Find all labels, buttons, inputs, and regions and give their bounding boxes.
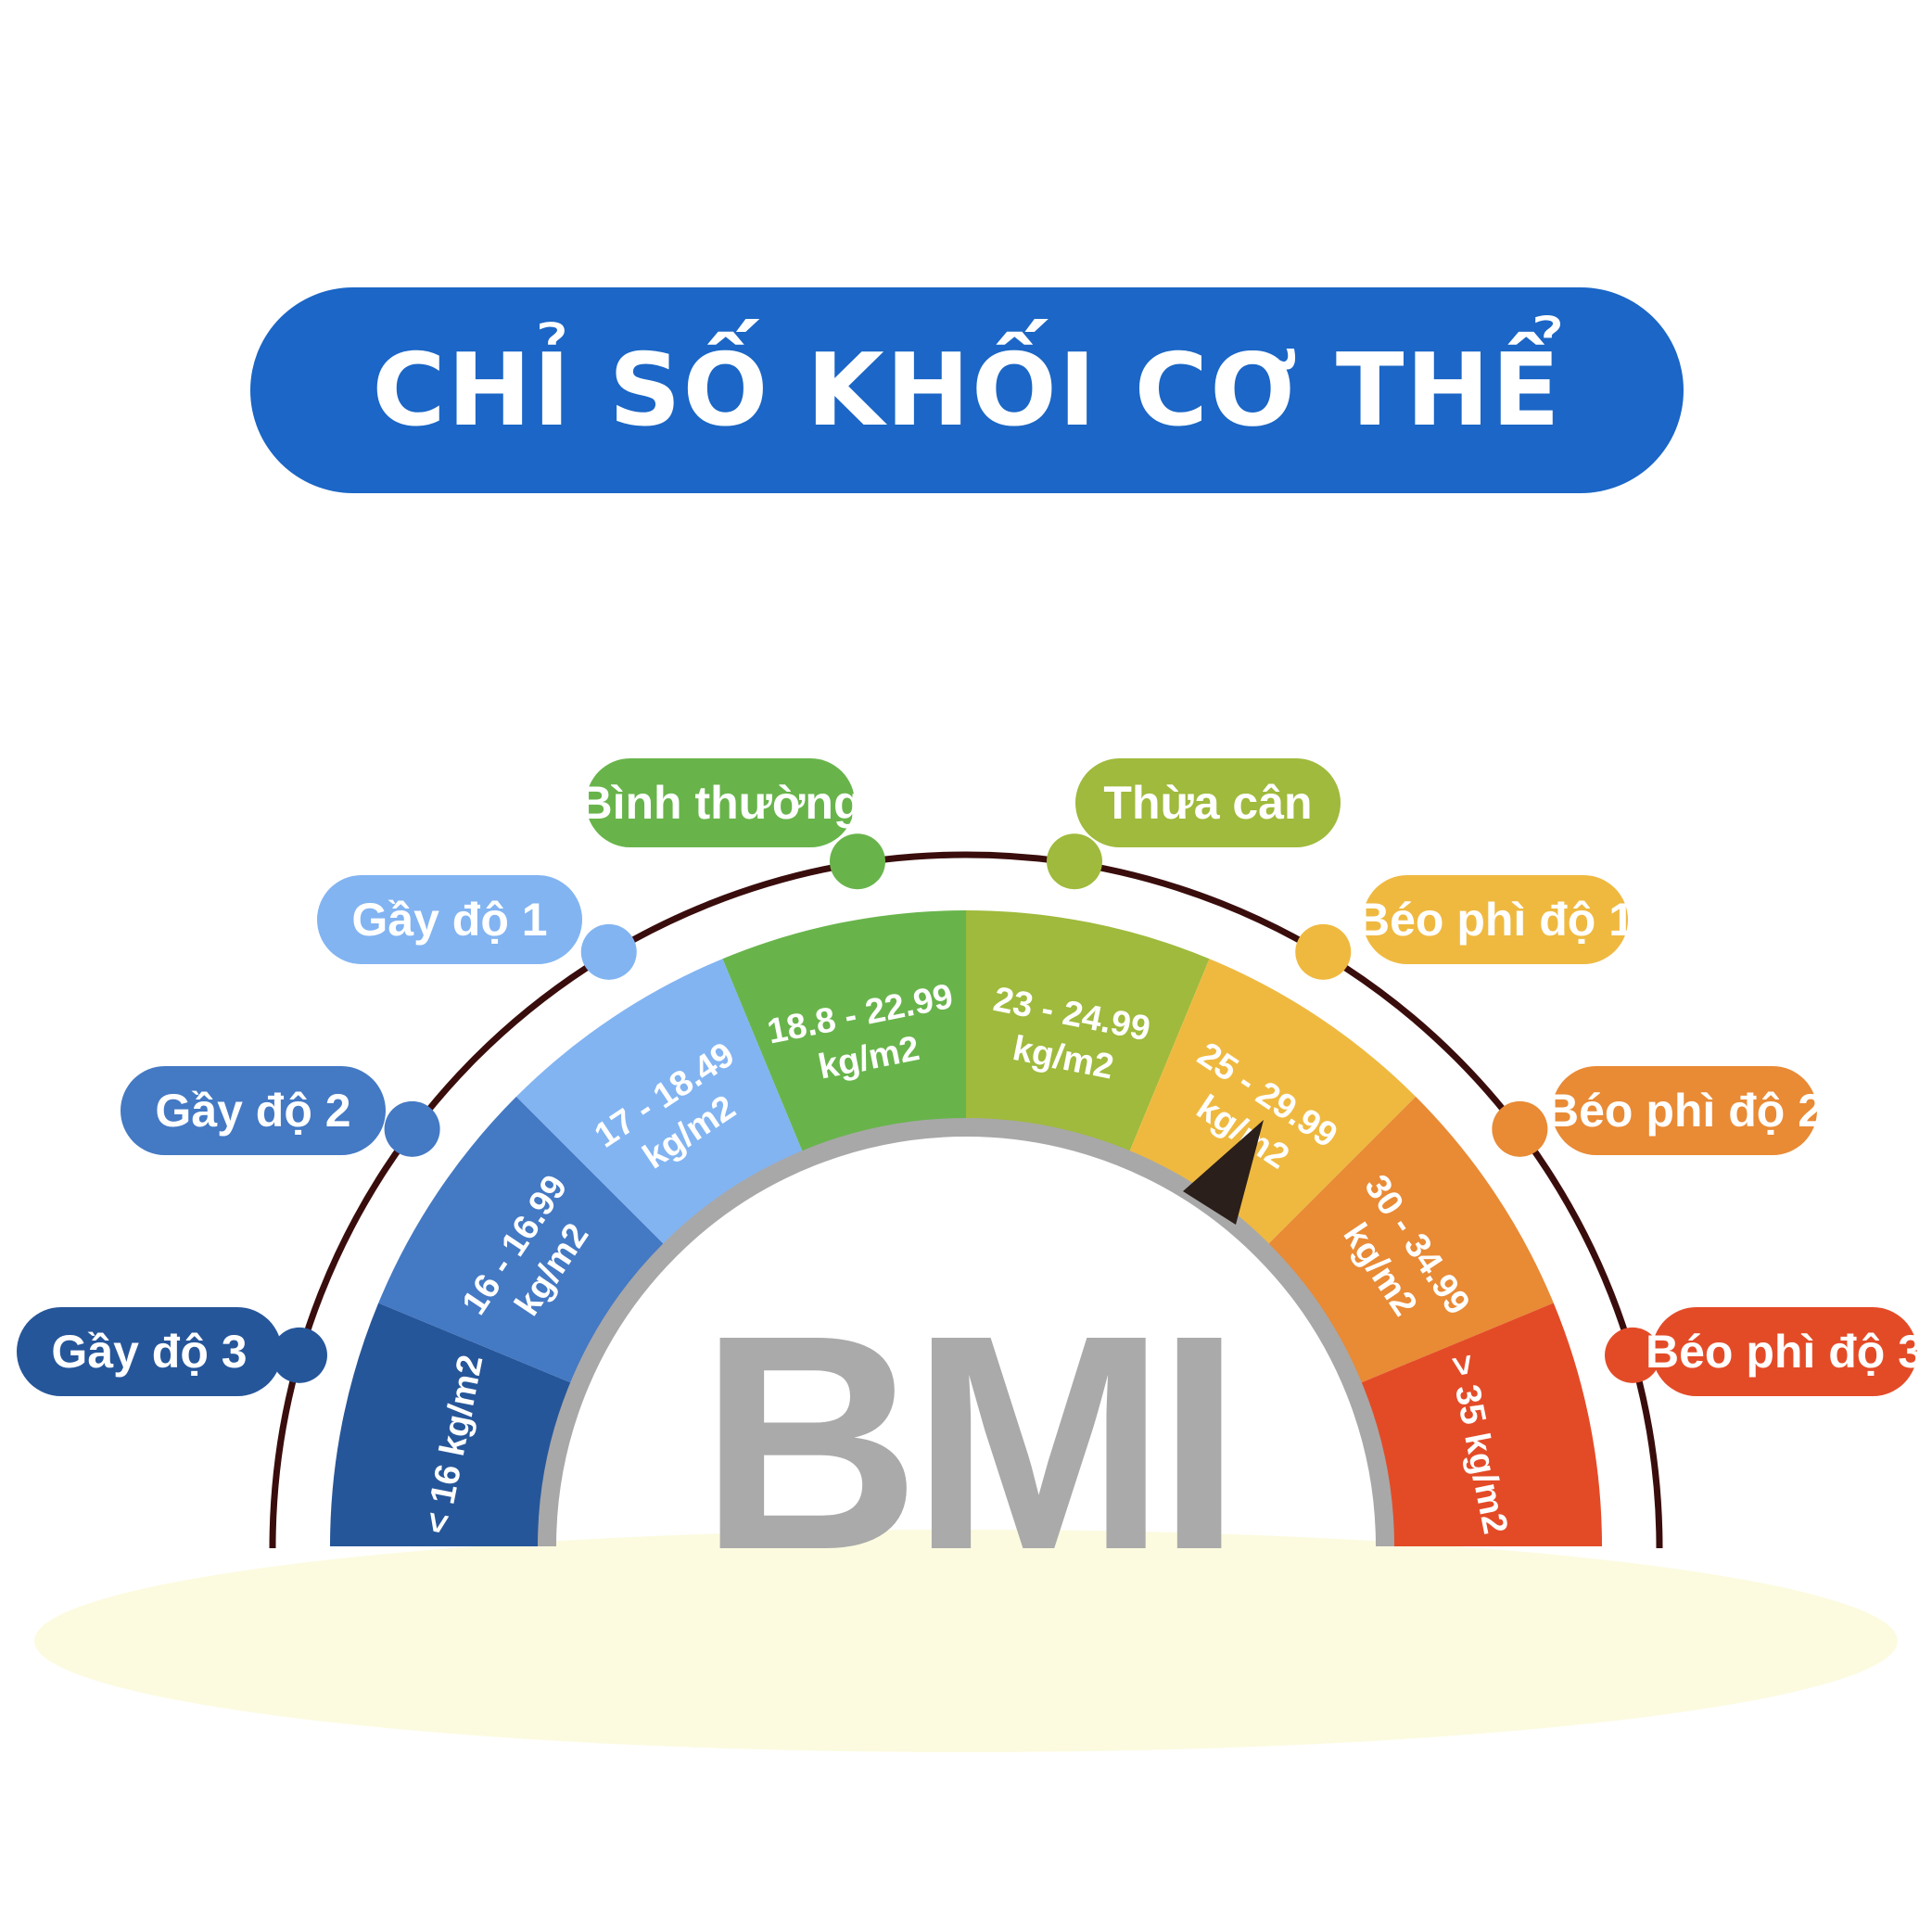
marker-dot-6 <box>1295 923 1352 980</box>
marker-dot-1 <box>271 1327 327 1383</box>
gauge-segment-4 <box>722 910 966 1166</box>
gauge-segment-3 <box>515 959 809 1256</box>
gauge-segment-2 <box>378 1096 676 1390</box>
marker-dot-2 <box>384 1100 440 1157</box>
category-label-6: Béo phì độ 1 <box>1356 875 1634 964</box>
marker-dot-3 <box>580 923 637 980</box>
ground-shadow <box>34 1530 1898 1752</box>
category-label-3: Gầy độ 1 <box>317 875 582 964</box>
category-label-4: Bình thường <box>579 758 862 847</box>
category-label-7: Béo phì độ 2 <box>1545 1066 1824 1155</box>
category-label-8: Béo phì độ 3 <box>1646 1307 1924 1396</box>
bmi-center-text: BMI <box>700 1271 1233 1613</box>
outer-arc <box>269 851 1663 1549</box>
page-title: CHỈ SỐ KHỐI CƠ THỂ <box>372 332 1562 449</box>
gauge-segment-7 <box>1256 1096 1554 1390</box>
marker-dot-7 <box>1492 1100 1548 1157</box>
gauge-segment-5 <box>966 910 1210 1166</box>
inner-ring <box>538 1118 1394 1547</box>
gauge-segment-1 <box>330 1303 586 1546</box>
category-label-2: Gầy độ 2 <box>121 1066 386 1155</box>
category-label-1: Gầy độ 3 <box>17 1307 282 1396</box>
title-banner: CHỈ SỐ KHỐI CƠ THỂ <box>250 287 1684 493</box>
needle-pointer <box>1183 1120 1264 1225</box>
category-label-5: Thừa cân <box>1075 758 1341 847</box>
marker-dot-8 <box>1605 1327 1661 1383</box>
gauge-segment-8 <box>1346 1303 1602 1546</box>
marker-dot-5 <box>1047 833 1103 890</box>
marker-dot-4 <box>829 833 885 890</box>
